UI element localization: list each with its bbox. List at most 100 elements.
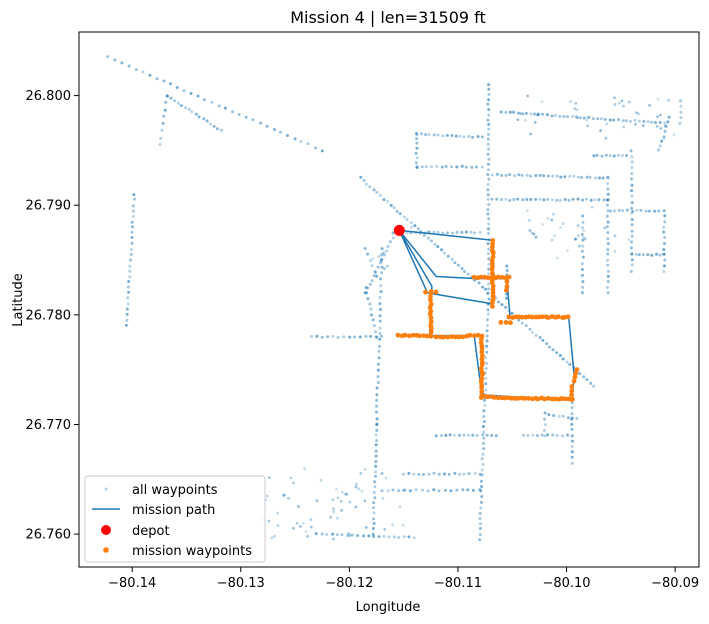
waypoint-point (662, 241, 666, 245)
waypoint-point (378, 193, 382, 197)
waypoint-point (580, 273, 584, 277)
waypoint-point (582, 236, 586, 240)
waypoint-point (306, 142, 310, 146)
waypoint-point (388, 240, 392, 244)
waypoint-point (487, 287, 491, 291)
waypoint-point (389, 203, 393, 207)
waypoint-point (417, 472, 421, 476)
waypoint-point (590, 205, 594, 209)
waypoint-point (158, 142, 162, 146)
waypoint-point (331, 334, 335, 338)
waypoint-point (534, 197, 538, 201)
waypoint-point (358, 335, 362, 339)
y-tick-label: 26.770 (26, 418, 72, 433)
waypoint-point (662, 270, 666, 274)
waypoint-point (378, 326, 382, 330)
waypoint-point (445, 231, 449, 235)
waypoint-point (521, 198, 525, 202)
waypoint-point (209, 122, 213, 126)
waypoint-point (577, 244, 581, 248)
waypoint-point (348, 500, 352, 504)
waypoint-point (595, 153, 599, 157)
waypoint-point (524, 324, 528, 328)
waypoint-point (658, 120, 662, 124)
waypoint-point (326, 335, 330, 339)
waypoint-point (629, 240, 633, 244)
waypoint-point (377, 344, 381, 348)
mission-waypoint-point (453, 334, 458, 340)
mission-waypoint-point (495, 274, 501, 280)
mission-waypoint-point (421, 333, 427, 339)
waypoint-point (374, 474, 378, 478)
waypoint-point (486, 232, 490, 236)
waypoint-point (148, 73, 152, 77)
waypoint-point (599, 117, 603, 121)
waypoint-point (412, 472, 416, 476)
waypoint-point (621, 119, 625, 123)
waypoint-point (462, 135, 466, 139)
mission-waypoint-point (478, 274, 484, 280)
waypoint-point (634, 122, 637, 126)
waypoint-point (613, 103, 617, 106)
waypoint-point (276, 511, 280, 515)
waypoint-point (679, 116, 683, 120)
waypoint-point (606, 258, 610, 262)
mission-waypoint-point (492, 395, 498, 400)
waypoint-point (581, 220, 585, 224)
waypoint-point (344, 492, 348, 496)
waypoint-point (461, 488, 465, 492)
waypoint-point (620, 99, 624, 103)
waypoint-point (576, 175, 580, 179)
waypoint-point (679, 110, 683, 114)
waypoint-point (663, 121, 667, 125)
waypoint-point (606, 220, 610, 224)
waypoint-point (320, 149, 324, 153)
waypoint-point (606, 182, 610, 186)
mission-waypoint-point (515, 395, 521, 401)
mission-waypoint-point (571, 378, 577, 384)
waypoint-point (613, 250, 617, 253)
waypoint-point (375, 393, 379, 397)
waypoint-point (130, 225, 134, 229)
waypoint-point (521, 112, 525, 116)
waypoint-point (486, 102, 490, 106)
mission-waypoint-point (490, 250, 496, 256)
waypoint-point (332, 510, 335, 514)
waypoint-point (373, 485, 377, 489)
waypoint-point (667, 98, 671, 102)
waypoint-point (487, 203, 491, 207)
waypoint-point (443, 488, 447, 492)
waypoint-point (606, 176, 610, 180)
waypoint-point (359, 471, 363, 475)
waypoint-point (487, 282, 491, 286)
waypoint-point (487, 247, 491, 251)
waypoint-point (331, 532, 335, 536)
mission-waypoint-point (489, 244, 495, 250)
waypoint-point (335, 487, 338, 491)
waypoint-point (478, 230, 482, 234)
waypoint-point (567, 198, 571, 202)
waypoint-point (512, 110, 516, 114)
waypoint-point (377, 255, 381, 258)
waypoint-point (460, 230, 464, 234)
waypoint-point (372, 274, 376, 278)
waypoint-point (520, 173, 524, 177)
waypoint-point (374, 433, 378, 437)
waypoint-point (543, 417, 547, 421)
waypoint-point (339, 499, 343, 503)
waypoint-point (634, 253, 638, 257)
waypoint-point (546, 217, 550, 220)
waypoint-point (476, 135, 480, 139)
waypoint-point (485, 324, 489, 328)
waypoint-point (414, 131, 418, 135)
x-tick-label: −80.13 (217, 576, 265, 591)
waypoint-point (155, 77, 159, 81)
waypoint-point (173, 99, 177, 103)
waypoint-point (422, 234, 426, 238)
waypoint-point (561, 414, 565, 418)
waypoint-point (679, 104, 683, 108)
waypoint-point (635, 111, 638, 114)
mission-waypoint-point (460, 334, 466, 340)
waypoint-point (550, 198, 554, 202)
waypoint-point (265, 494, 269, 498)
